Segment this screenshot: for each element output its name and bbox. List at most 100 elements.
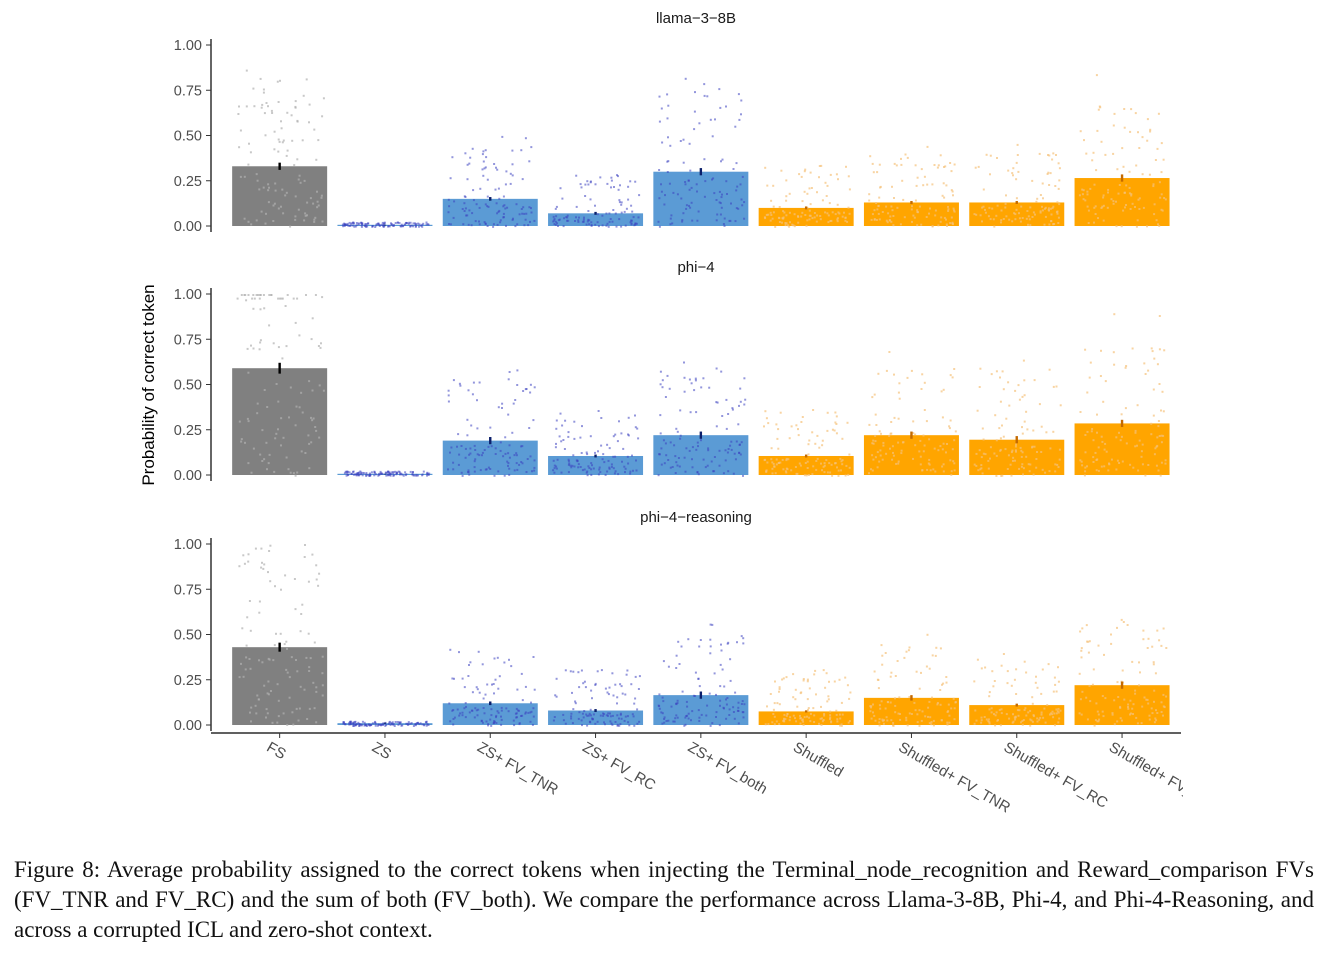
data-point	[1046, 704, 1049, 707]
data-point	[1052, 205, 1055, 208]
data-point	[1043, 707, 1046, 710]
data-point	[500, 718, 503, 721]
data-point	[689, 206, 692, 209]
bar-shuffled-fv-tnr	[863, 435, 959, 475]
data-point	[660, 463, 663, 466]
data-point	[359, 470, 362, 473]
data-point	[1102, 204, 1105, 207]
data-point	[1104, 697, 1107, 700]
data-point	[348, 722, 350, 725]
data-point	[301, 139, 304, 142]
data-point	[277, 207, 280, 210]
data-point	[468, 453, 471, 456]
data-point	[627, 721, 630, 724]
data-point	[315, 429, 318, 432]
data-point	[1142, 206, 1145, 209]
data-point	[987, 467, 990, 470]
data-point	[638, 194, 641, 197]
data-point	[1057, 216, 1060, 219]
data-point	[1023, 420, 1026, 423]
data-point	[494, 678, 497, 681]
data-point	[388, 471, 391, 474]
data-point	[785, 214, 788, 217]
data-point	[637, 437, 640, 440]
data-point	[464, 716, 467, 719]
data-point	[365, 223, 368, 225]
bar-shuffled-fv-both	[1074, 423, 1170, 475]
data-point	[586, 724, 589, 727]
data-point	[985, 718, 988, 721]
data-point	[597, 473, 600, 476]
data-point	[1014, 389, 1017, 392]
data-point	[954, 701, 957, 704]
y-tick-label: 0.00	[174, 718, 202, 734]
data-point	[493, 720, 496, 723]
data-point	[877, 212, 880, 215]
data-point	[1125, 204, 1127, 206]
data-point	[1012, 456, 1015, 459]
data-point	[511, 218, 514, 221]
data-point	[700, 439, 702, 442]
data-point	[552, 459, 555, 462]
data-point	[1004, 206, 1007, 209]
data-point	[1021, 395, 1024, 398]
data-point	[265, 441, 268, 444]
data-point	[928, 212, 930, 215]
data-point	[247, 462, 250, 465]
data-point	[492, 683, 495, 685]
data-point	[718, 724, 721, 727]
data-point	[1056, 210, 1059, 213]
data-point	[275, 432, 278, 435]
data-point	[382, 224, 385, 227]
data-point	[513, 724, 516, 727]
data-point	[628, 724, 631, 727]
data-point	[561, 424, 564, 427]
data-point	[619, 712, 622, 715]
data-point	[412, 725, 415, 727]
data-point	[355, 222, 358, 224]
data-point	[743, 703, 746, 706]
data-point	[509, 172, 512, 175]
data-point	[675, 702, 677, 705]
data-point	[886, 701, 889, 704]
data-point	[1096, 129, 1099, 132]
data-point	[687, 712, 690, 715]
data-point	[1050, 220, 1053, 223]
data-point	[263, 563, 266, 566]
data-point	[552, 469, 555, 472]
data-point	[1013, 716, 1016, 719]
y-tick-label: 0.50	[174, 129, 202, 145]
data-point	[596, 720, 599, 723]
data-point	[356, 473, 359, 476]
data-point	[241, 627, 244, 630]
data-point	[456, 445, 458, 448]
data-point	[255, 294, 258, 296]
data-point	[778, 217, 781, 220]
data-point	[610, 179, 613, 182]
data-point	[591, 717, 594, 720]
data-point	[260, 210, 263, 213]
data-point	[1156, 629, 1159, 632]
data-point	[845, 165, 847, 168]
data-point	[1096, 720, 1099, 723]
data-point	[682, 212, 685, 215]
data-point	[743, 201, 746, 204]
data-point	[466, 163, 469, 166]
data-point	[891, 458, 894, 461]
data-point	[1056, 463, 1059, 466]
data-point	[840, 701, 843, 704]
data-point	[385, 474, 388, 477]
data-point	[1004, 448, 1007, 451]
data-point	[490, 708, 493, 711]
data-point	[1110, 458, 1113, 461]
data-point	[900, 157, 902, 160]
data-point	[1137, 198, 1140, 201]
data-point	[660, 447, 663, 450]
data-point	[373, 474, 376, 477]
data-point	[787, 458, 790, 461]
data-point	[268, 294, 271, 296]
data-point	[515, 462, 518, 465]
data-point	[781, 678, 784, 681]
data-point	[599, 471, 602, 474]
data-point	[511, 163, 514, 166]
